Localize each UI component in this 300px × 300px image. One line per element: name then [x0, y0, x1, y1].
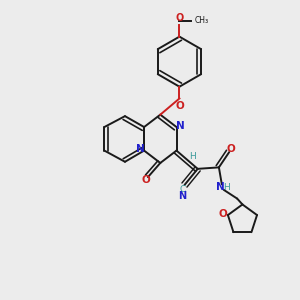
Text: O: O — [175, 101, 184, 111]
Text: O: O — [218, 209, 227, 219]
Text: O: O — [175, 13, 184, 23]
Text: H: H — [189, 152, 196, 161]
Text: O: O — [226, 143, 235, 154]
Text: N: N — [136, 144, 145, 154]
Text: N: N — [178, 190, 187, 201]
Text: O: O — [141, 175, 150, 185]
Text: CH₃: CH₃ — [194, 16, 208, 25]
Text: N: N — [176, 121, 184, 131]
Text: C: C — [180, 185, 186, 194]
Text: H: H — [223, 183, 230, 192]
Text: N: N — [216, 182, 225, 192]
